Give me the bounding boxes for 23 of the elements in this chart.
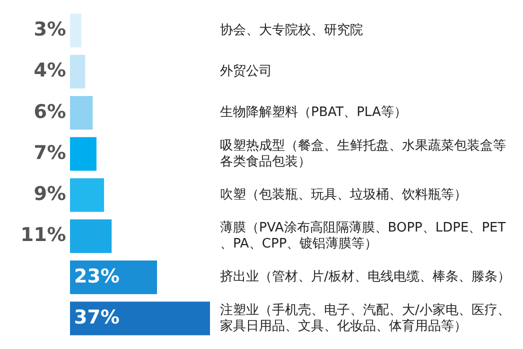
y-tick-label: 吸塑热成型（餐盒、生鲜托盘、水果蔬菜包装盒等各类食品包装） (220, 137, 506, 170)
bar (70, 54, 86, 89)
bar (70, 96, 93, 130)
data-label: 4% (34, 60, 66, 82)
y-tick-label: 注塑业（手机壳、电子、汽配、大/小家电、医疗、家具日用品、文具、化妆品、体育用品等） (220, 302, 510, 334)
bar (70, 14, 82, 48)
y-tick-label: 薄膜（PVA涂布高阻隔薄膜、BOPP、LDPE、PET、PA、CPP、镀铝薄膜等） (220, 220, 506, 252)
data-label: 7% (34, 142, 66, 164)
data-label: 23% (74, 265, 120, 288)
y-tick-label: 外贸公司 (220, 64, 272, 80)
data-label: 6% (34, 100, 66, 123)
bar (70, 178, 104, 212)
y-tick-label: 协会、大专院校、研究院 (220, 22, 363, 38)
y-tick-label: 生物降解塑料（PBAT、PLA等） (220, 104, 407, 120)
bar (70, 137, 96, 171)
bar (70, 302, 210, 336)
y-tick-label: 挤出业（管材、片/板材、电线电缆、棒条、滕条） (220, 270, 510, 285)
data-label: 3% (34, 18, 66, 40)
bar (70, 219, 112, 254)
y-tick-label: 吹塑（包装瓶、玩具、垃圾桶、饮料瓶等） (220, 186, 467, 202)
data-label: 37% (74, 306, 120, 328)
data-label: 11% (20, 224, 66, 246)
data-label: 9% (34, 183, 66, 205)
